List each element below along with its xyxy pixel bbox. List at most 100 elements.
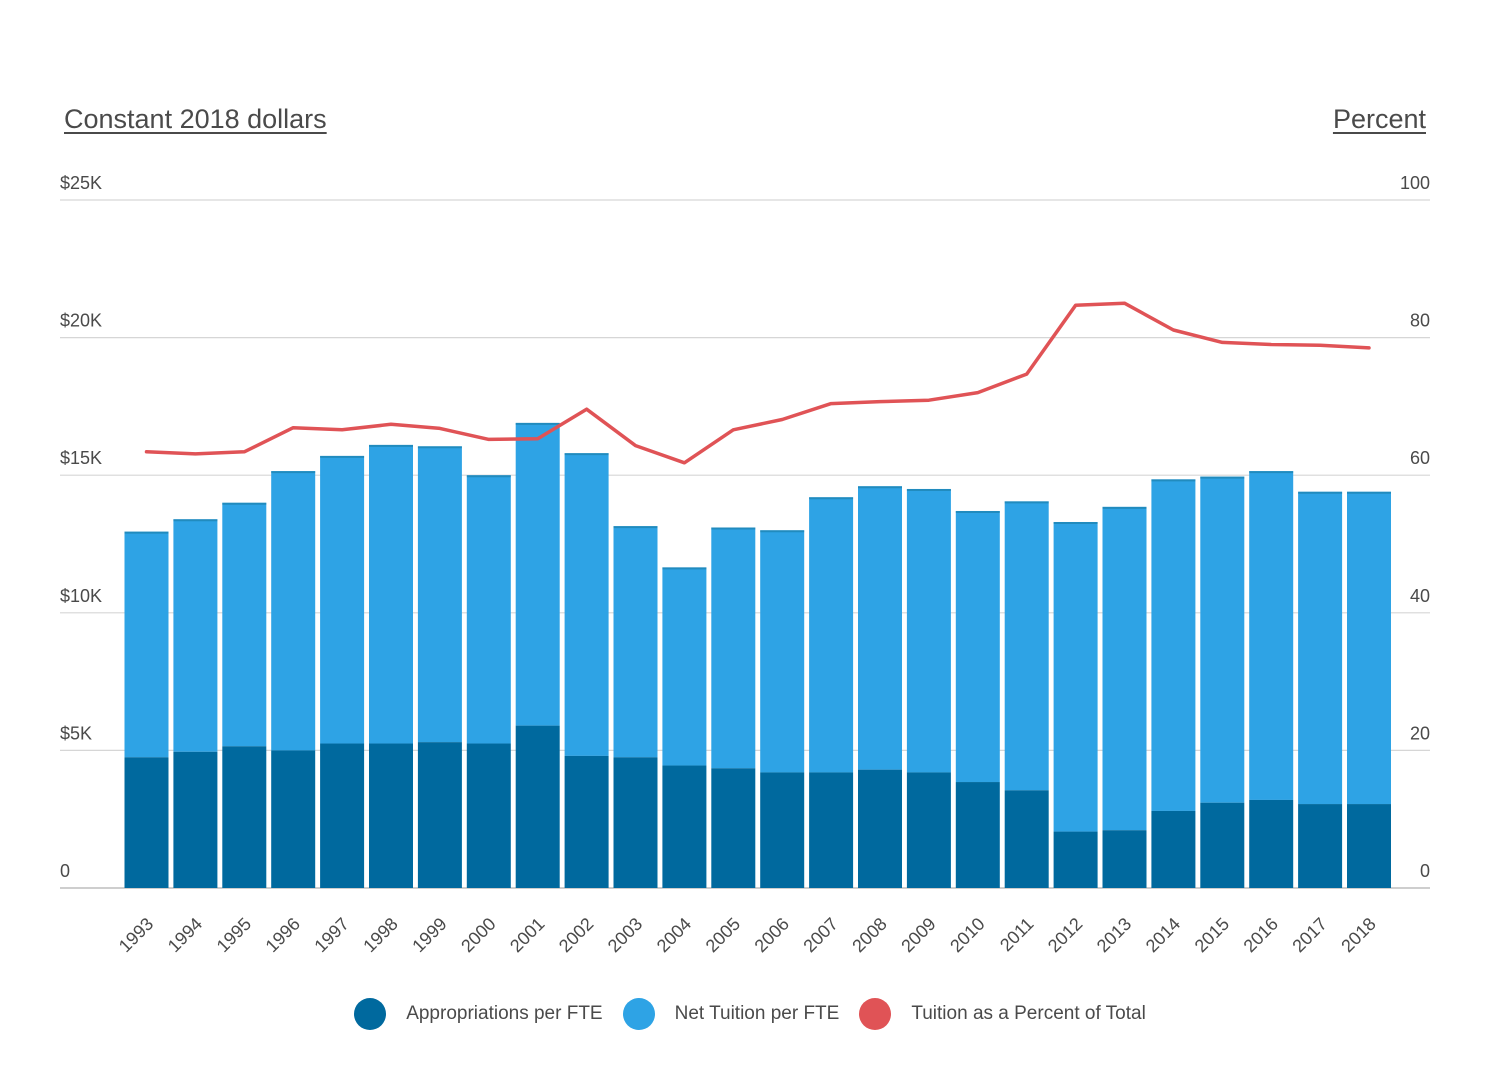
legend-label-tuition-percent: Tuition as a Percent of Total — [911, 1003, 1146, 1024]
bar-net-tuition — [711, 527, 756, 769]
bar-appropriations — [369, 743, 413, 888]
bar-appropriations — [1200, 802, 1245, 888]
legend-item-appropriations[interactable]: Appropriations per FTE — [354, 998, 603, 1030]
bar-net-tuition — [809, 497, 854, 773]
left-tick-label: $10K — [60, 586, 102, 606]
left-tick-label: $25K — [60, 173, 102, 193]
right-tick-label: 60 — [1410, 448, 1430, 468]
bar-net-tuition — [1249, 471, 1294, 800]
right-tick-label: 100 — [1400, 173, 1430, 193]
line-tuition-percent — [144, 301, 1371, 465]
legend-label-net-tuition: Net Tuition per FTE — [674, 1003, 840, 1024]
bar-net-tuition — [222, 502, 267, 747]
bar-net-tuition — [1298, 491, 1343, 805]
bar-appropriations — [320, 743, 365, 888]
x-tick-label: 2006 — [751, 914, 793, 956]
bar-appropriations — [1347, 804, 1391, 888]
bar-net-tuition — [1200, 476, 1245, 803]
bar-net-tuition — [858, 486, 902, 770]
x-tick-label: 2005 — [702, 914, 744, 956]
bar-net-tuition — [466, 475, 511, 744]
bar-appropriations — [466, 743, 511, 888]
x-tick-label: 2017 — [1288, 914, 1330, 956]
legend-swatch-net-tuition — [622, 998, 655, 1030]
bar-appropriations — [564, 755, 609, 888]
bar-net-tuition — [1004, 501, 1049, 791]
x-tick-label: 2010 — [946, 914, 988, 956]
bar-appropriations — [1298, 804, 1343, 888]
chart-legend: Appropriations per FTE Net Tuition per F… — [0, 998, 1500, 1030]
bar-net-tuition — [173, 519, 218, 752]
bar-appropriations — [662, 765, 707, 888]
right-tick-label: 20 — [1410, 723, 1430, 743]
bar-net-tuition — [271, 471, 316, 751]
legend-swatch-tuition-percent — [859, 998, 892, 1030]
bar-net-tuition — [1347, 491, 1391, 805]
bar-appropriations — [1053, 831, 1098, 888]
x-tick-label: 2000 — [457, 914, 499, 956]
bar-net-tuition — [564, 453, 609, 756]
bar-appropriations — [1151, 810, 1196, 888]
bar-appropriations — [760, 772, 805, 888]
x-tick-label: 2016 — [1240, 914, 1282, 956]
x-tick-label: 2001 — [506, 914, 548, 956]
bar-appropriations — [613, 757, 658, 888]
bar-net-tuition — [1102, 506, 1147, 831]
bar-appropriations — [271, 750, 316, 888]
bar-net-tuition — [320, 455, 365, 744]
right-axis-title: Percent — [1332, 104, 1426, 134]
bar-appropriations — [858, 769, 902, 888]
bar-appropriations — [417, 742, 462, 888]
x-tick-label: 2008 — [848, 914, 890, 956]
x-tick-label: 2018 — [1337, 914, 1379, 956]
x-tick-label: 2013 — [1093, 914, 1135, 956]
bar-appropriations — [515, 725, 560, 888]
x-tick-label: 1995 — [213, 914, 255, 956]
legend-swatch-appropriations — [354, 998, 387, 1030]
x-tick-label: 2015 — [1191, 914, 1233, 956]
bar-net-tuition — [515, 422, 560, 726]
x-tick-label: 2004 — [653, 914, 695, 956]
left-axis-title: Constant 2018 dollars — [64, 104, 327, 134]
bar-net-tuition — [417, 446, 462, 743]
x-tick-label: 2011 — [996, 914, 1038, 956]
bar-net-tuition — [662, 567, 707, 766]
bar-net-tuition — [760, 530, 805, 773]
bar-net-tuition — [906, 488, 951, 773]
right-tick-label: 40 — [1410, 586, 1430, 606]
x-tick-label: 1997 — [310, 914, 352, 956]
bar-appropriations — [809, 772, 854, 888]
bar-appropriations — [1102, 830, 1147, 888]
x-tick-label: 1996 — [262, 914, 304, 956]
x-tick-label: 1993 — [115, 914, 157, 956]
bar-net-tuition — [1053, 521, 1098, 832]
bar-net-tuition — [955, 510, 1000, 783]
bar-appropriations — [124, 757, 169, 888]
x-tick-label: 2009 — [897, 914, 939, 956]
right-tick-label: 0 — [1420, 861, 1430, 881]
x-tick-label: 2002 — [555, 914, 597, 956]
left-tick-label: 0 — [60, 861, 70, 881]
bar-appropriations — [1004, 790, 1049, 888]
bar-net-tuition — [369, 444, 413, 744]
legend-item-tuition-percent[interactable]: Tuition as a Percent of Total — [859, 998, 1146, 1030]
bar-appropriations — [173, 751, 218, 888]
x-tick-label: 1999 — [408, 914, 450, 956]
bar-appropriations — [222, 746, 267, 888]
left-tick-label: $20K — [60, 311, 102, 331]
x-tick-label: 1994 — [164, 914, 206, 956]
right-tick-label: 80 — [1410, 311, 1430, 331]
x-tick-label: 2014 — [1142, 914, 1184, 956]
left-tick-label: $5K — [60, 723, 92, 743]
x-tick-label: 1998 — [359, 914, 401, 956]
bar-appropriations — [955, 782, 1000, 888]
x-tick-label: 2012 — [1044, 914, 1086, 956]
bar-net-tuition — [1151, 479, 1196, 811]
x-tick-label: 2007 — [799, 914, 841, 956]
bar-net-tuition — [613, 526, 658, 758]
left-tick-label: $15K — [60, 448, 102, 468]
legend-item-net-tuition[interactable]: Net Tuition per FTE — [622, 998, 840, 1030]
legend-label-appropriations: Appropriations per FTE — [406, 1003, 603, 1024]
bar-appropriations — [711, 768, 756, 888]
